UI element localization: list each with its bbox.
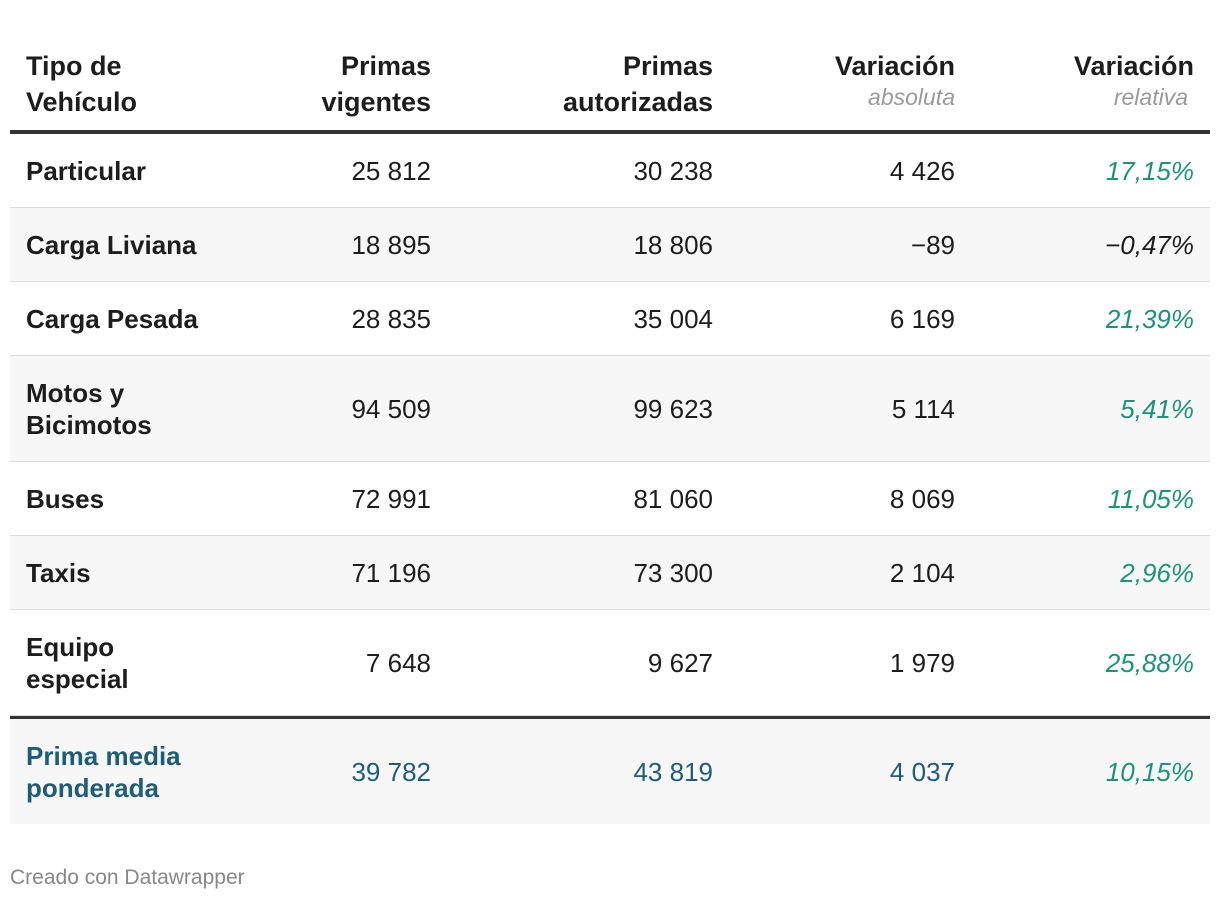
cell-autorizadas: 35 004	[633, 303, 713, 334]
cell-absoluta: 1 979	[889, 647, 955, 678]
data-table: Tipo de Vehículo Primas vigentes Primas …	[10, 40, 1210, 824]
table-row: Carga Liviana 18 895 18 806 −89 −0,47%	[10, 208, 1210, 282]
cell-absoluta: 8 069	[889, 483, 955, 514]
total-label: Prima media ponderada	[26, 740, 181, 803]
cell-tipo: Buses	[26, 483, 105, 514]
cell-tipo: Motos y Bicimotos	[26, 377, 152, 440]
total-vigentes: 39 782	[351, 756, 431, 787]
table-body: Particular 25 812 30 238 4 426 17,15% Carga L…	[10, 134, 1210, 716]
cell-relativa: 17,15%	[1105, 155, 1194, 186]
cell-relativa: 5,41%	[1120, 393, 1194, 424]
cell-absoluta: 6 169	[889, 303, 955, 334]
table-row: Taxis 71 196 73 300 2 104 2,96%	[10, 536, 1210, 610]
header-vigentes: Primas vigentes	[321, 51, 431, 117]
cell-vigentes: 7 648	[365, 647, 431, 678]
cell-absoluta: −89	[910, 229, 955, 260]
cell-relativa: 25,88%	[1105, 647, 1194, 678]
cell-tipo: Carga Pesada	[26, 303, 198, 334]
cell-autorizadas: 18 806	[633, 229, 713, 260]
table-row: Buses 72 991 81 060 8 069 11,05%	[10, 462, 1210, 536]
cell-vigentes: 94 509	[351, 393, 431, 424]
cell-autorizadas: 30 238	[633, 155, 713, 186]
table-row: Motos y Bicimotos 94 509 99 623 5 114 5,41%	[10, 356, 1210, 462]
cell-autorizadas: 99 623	[633, 393, 713, 424]
cell-relativa: 21,39%	[1105, 303, 1194, 334]
header-tipo: Tipo de Vehículo	[26, 51, 138, 117]
header-absoluta: Variación absoluta	[834, 51, 955, 110]
header-relativa: Variación relativa	[1073, 51, 1194, 110]
cell-relativa: −0,47%	[1105, 229, 1194, 260]
table-row: Particular 25 812 30 238 4 426 17,15%	[10, 134, 1210, 208]
table-row: Carga Pesada 28 835 35 004 6 169 21,39%	[10, 282, 1210, 356]
cell-tipo: Carga Liviana	[26, 229, 197, 260]
total-relativa: 10,15%	[1105, 756, 1194, 787]
cell-autorizadas: 73 300	[633, 557, 713, 588]
cell-absoluta: 5 114	[891, 393, 955, 424]
cell-vigentes: 72 991	[351, 483, 431, 514]
cell-relativa: 2,96%	[1120, 557, 1194, 588]
total-row: Prima media ponderada 39 782 43 819 4 03…	[10, 716, 1210, 824]
cell-autorizadas: 81 060	[633, 483, 713, 514]
table-header: Tipo de Vehículo Primas vigentes Primas …	[10, 40, 1210, 134]
cell-autorizadas: 9 627	[647, 647, 713, 678]
cell-absoluta: 2 104	[889, 557, 955, 588]
cell-tipo: Taxis	[26, 557, 91, 588]
total-autorizadas: 43 819	[633, 756, 713, 787]
header-autorizadas: Primas autorizadas	[562, 51, 713, 117]
cell-tipo: Particular	[26, 155, 146, 186]
cell-relativa: 11,05%	[1107, 483, 1194, 514]
cell-tipo: Equipo especial	[26, 631, 129, 694]
cell-absoluta: 4 426	[889, 155, 955, 186]
cell-vigentes: 28 835	[351, 303, 431, 334]
total-absoluta: 4 037	[889, 756, 955, 787]
cell-vigentes: 25 812	[351, 155, 431, 186]
cell-vigentes: 71 196	[351, 557, 431, 588]
table-row: Equipo especial 7 648 9 627 1 979 25,88%	[10, 610, 1210, 716]
cell-vigentes: 18 895	[351, 229, 431, 260]
footer-credit: Creado con Datawrapper	[10, 866, 245, 889]
